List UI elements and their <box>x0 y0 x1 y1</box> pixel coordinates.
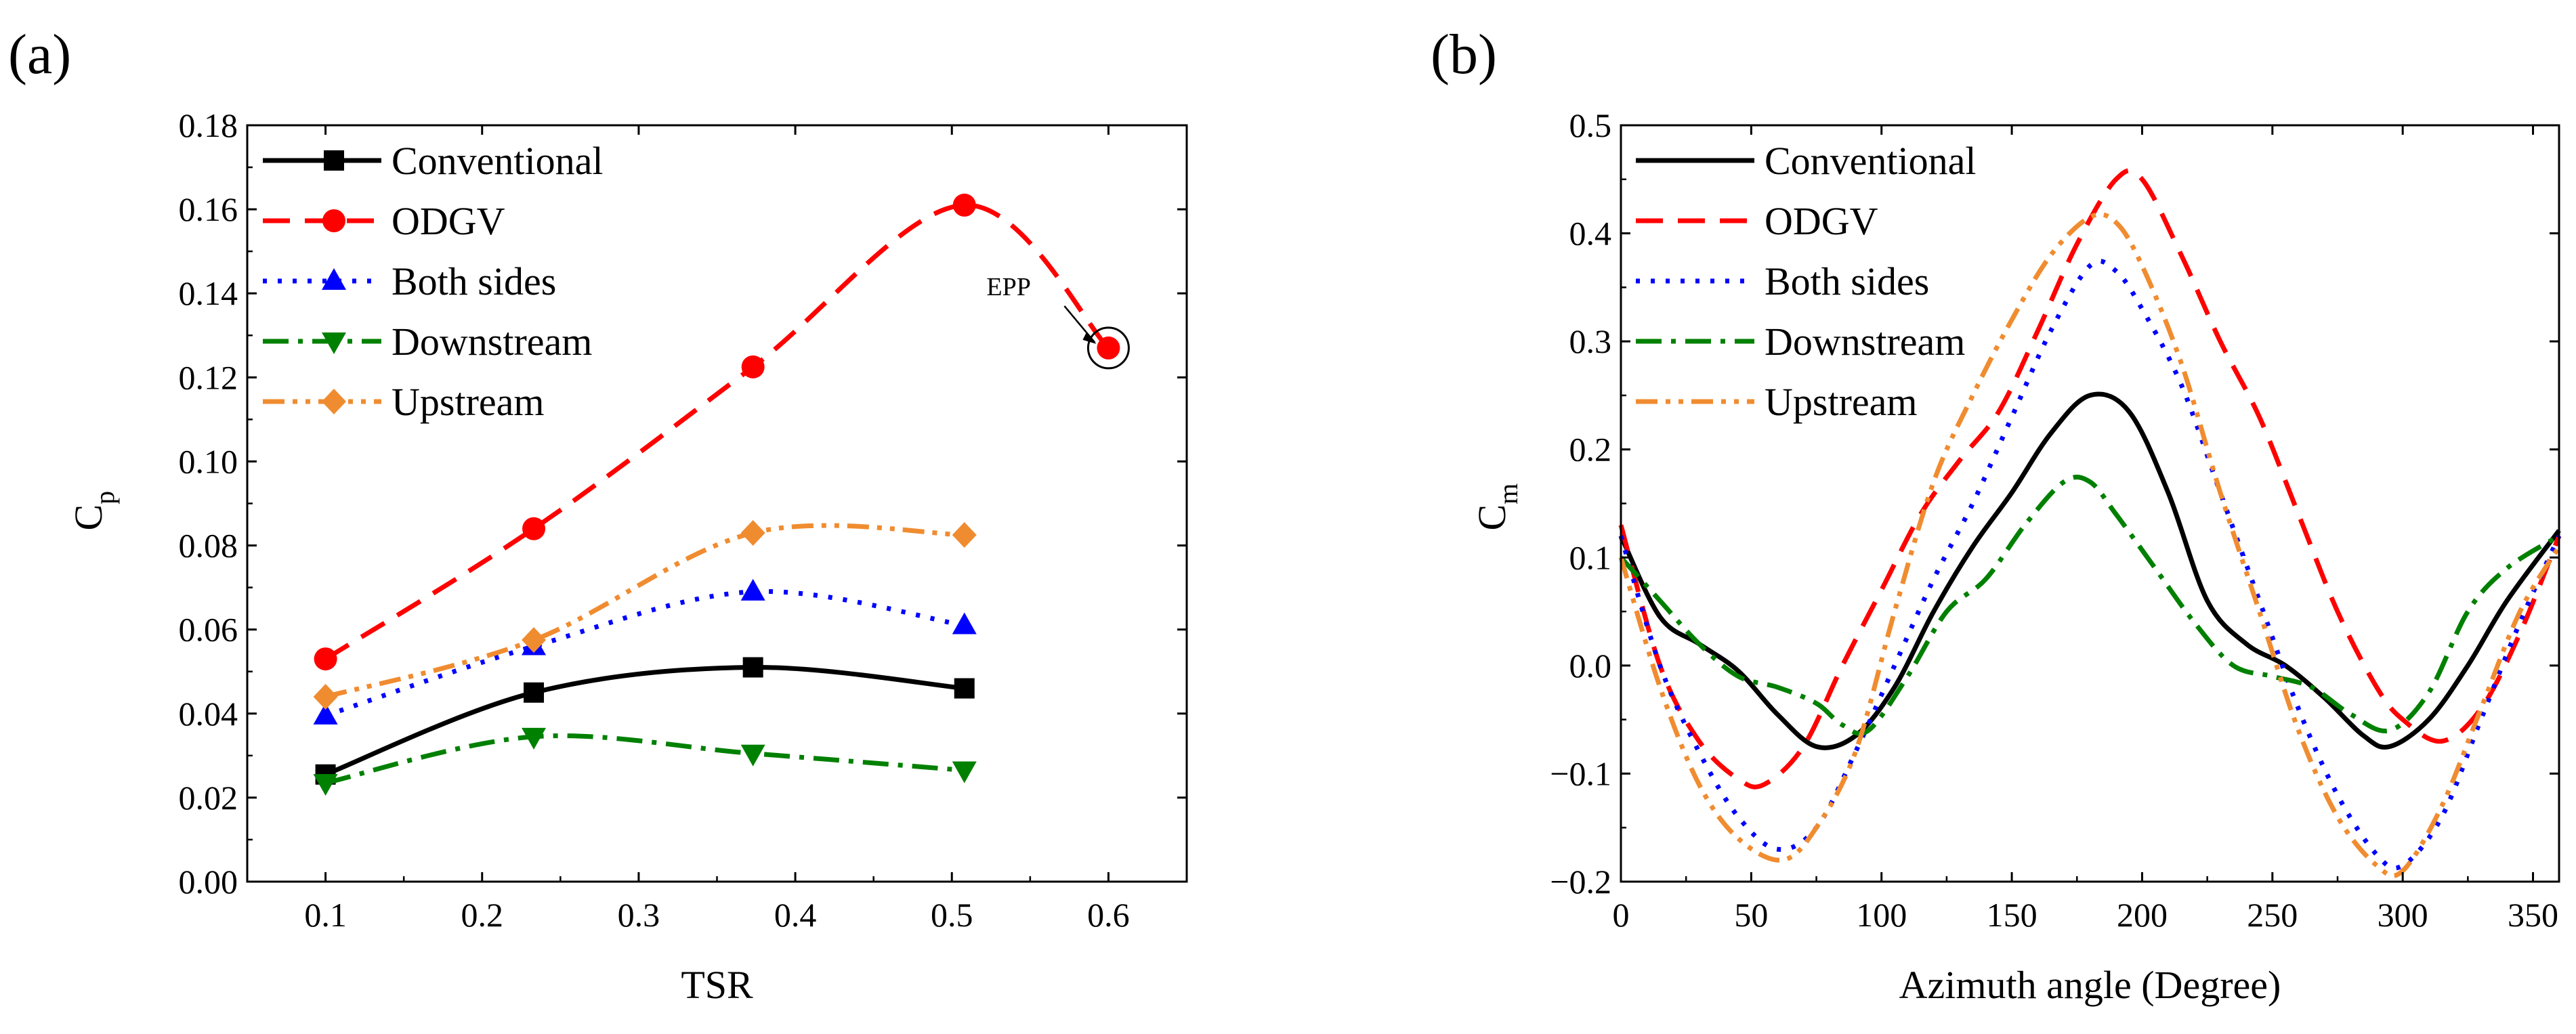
x-tick-label: 0.2 <box>461 896 504 934</box>
plot-frame <box>1620 124 2560 883</box>
y-tick-label: 0.5 <box>1569 106 1612 144</box>
legend-label-1: ODGV <box>1765 199 1878 243</box>
y-tick-label: 0.18 <box>179 106 238 144</box>
panel-label-a: (a) <box>8 23 71 86</box>
series-line-2 <box>324 588 965 718</box>
x-tick-label: 0 <box>1613 896 1630 934</box>
annotation-circle <box>1086 326 1130 370</box>
y-axis-label-sub: p <box>89 491 120 504</box>
data-point-3-2 <box>740 744 765 767</box>
data-point-1-1 <box>522 517 546 540</box>
legend-label-0: Conventional <box>1765 139 1977 183</box>
legend-marker-0 <box>324 150 344 171</box>
data-point-3-3 <box>952 761 977 783</box>
data-point-1-2 <box>741 355 765 379</box>
y-axis-label: Cm <box>1470 483 1523 531</box>
x-tick-label: 0.6 <box>1087 896 1130 934</box>
y-axis-label-main: C <box>66 504 110 531</box>
x-axis-label: Azimuth angle (Degree) <box>1899 963 2281 1007</box>
y-tick-label: 0.2 <box>1569 431 1612 469</box>
x-tick-label: 200 <box>2117 896 2168 934</box>
y-tick-label: 0.12 <box>179 358 238 396</box>
legend-marker-4 <box>322 389 346 414</box>
x-tick-label: 250 <box>2247 896 2298 934</box>
y-tick-label: 0.06 <box>179 611 238 649</box>
data-point-1-0 <box>314 647 337 671</box>
legend-label-1: ODGV <box>392 199 505 243</box>
data-point-4-3 <box>952 522 977 548</box>
series-line-4 <box>1618 212 2562 878</box>
data-point-2-2 <box>740 578 765 601</box>
legend-marker-1 <box>322 209 345 232</box>
y-tick-label: 0.3 <box>1569 322 1612 360</box>
data-point-4-2 <box>740 519 765 546</box>
data-point-4-1 <box>522 627 547 653</box>
legend-marker-3 <box>322 332 346 354</box>
legend-label-2: Both sides <box>1765 259 1929 303</box>
legend-label-2: Both sides <box>392 259 556 303</box>
chart-a: EPP 0.1 0.2 0.3 0.4 0.5 0.6 0.00 0.02 0.04 0.06 0.0… <box>66 106 1188 1007</box>
data-point-2-0 <box>313 702 338 725</box>
annotation-label: EPP <box>986 273 1030 301</box>
y-tick-label: 0.10 <box>179 442 238 480</box>
y-tick-label: 0.1 <box>1569 538 1612 576</box>
y-axis-label-main: C <box>1470 504 1514 531</box>
series-line-0 <box>1618 391 2561 750</box>
x-tick-label: 350 <box>2508 896 2558 934</box>
x-tick-label: 100 <box>1856 896 1907 934</box>
y-axis-label: Cp <box>66 491 120 531</box>
chart-b: 0 50 100 150 200 250 300 350 −0.2 −0.1 0.0 0.1 0.2 0.… <box>1470 106 2562 1007</box>
data-point-0-1 <box>524 682 545 703</box>
data-point-3-0 <box>313 774 338 796</box>
y-tick-label: −0.1 <box>1550 754 1611 792</box>
x-tick-label: 0.5 <box>931 896 973 934</box>
y-axis-label-sub: m <box>1493 483 1523 504</box>
data-point-3-1 <box>522 727 547 750</box>
x-axis-label: TSR <box>681 963 753 1007</box>
y-tick-label: −0.2 <box>1550 863 1611 901</box>
y-tick-label: 0.00 <box>179 863 238 901</box>
y-tick-label: 0.14 <box>179 274 238 312</box>
annotation-arrowhead <box>1082 331 1097 344</box>
legend-label-4: Upstream <box>392 380 545 424</box>
data-point-0-3 <box>954 678 975 699</box>
series-line-0 <box>324 664 965 777</box>
x-tick-label: 0.3 <box>618 896 660 934</box>
x-tick-label: 150 <box>1987 896 2037 934</box>
y-tick-label: 0.16 <box>179 190 238 228</box>
data-point-1-3 <box>952 193 976 217</box>
panel-label-b: (b) <box>1431 23 1497 86</box>
y-tick-label: 0.04 <box>179 695 238 733</box>
x-tick-label: 300 <box>2378 896 2428 934</box>
series-line-3 <box>324 733 965 785</box>
series-line-4 <box>324 523 965 699</box>
y-tick-label: 0.08 <box>179 527 238 565</box>
legend-label-4: Upstream <box>1765 380 1918 424</box>
data-point-2-3 <box>952 612 977 634</box>
x-tick-label: 50 <box>1734 896 1768 934</box>
series-line-3 <box>1619 475 2560 736</box>
data-point-0-2 <box>742 657 763 678</box>
legend-marker-2 <box>322 268 346 290</box>
series-line-1 <box>1618 168 2562 790</box>
data-point-1-4 <box>1097 336 1120 360</box>
legend-label-0: Conventional <box>392 139 604 183</box>
x-tick-label: 0.1 <box>304 896 347 934</box>
series-line-2 <box>1618 259 2562 871</box>
y-tick-label: 0.0 <box>1569 647 1612 685</box>
y-tick-label: 0.4 <box>1569 215 1612 253</box>
y-tick-label: 0.02 <box>179 779 238 817</box>
legend-label-3: Downstream <box>1765 320 1965 364</box>
data-point-4-0 <box>313 683 338 710</box>
x-tick-label: 0.4 <box>774 896 817 934</box>
legend-label-3: Downstream <box>392 320 592 364</box>
